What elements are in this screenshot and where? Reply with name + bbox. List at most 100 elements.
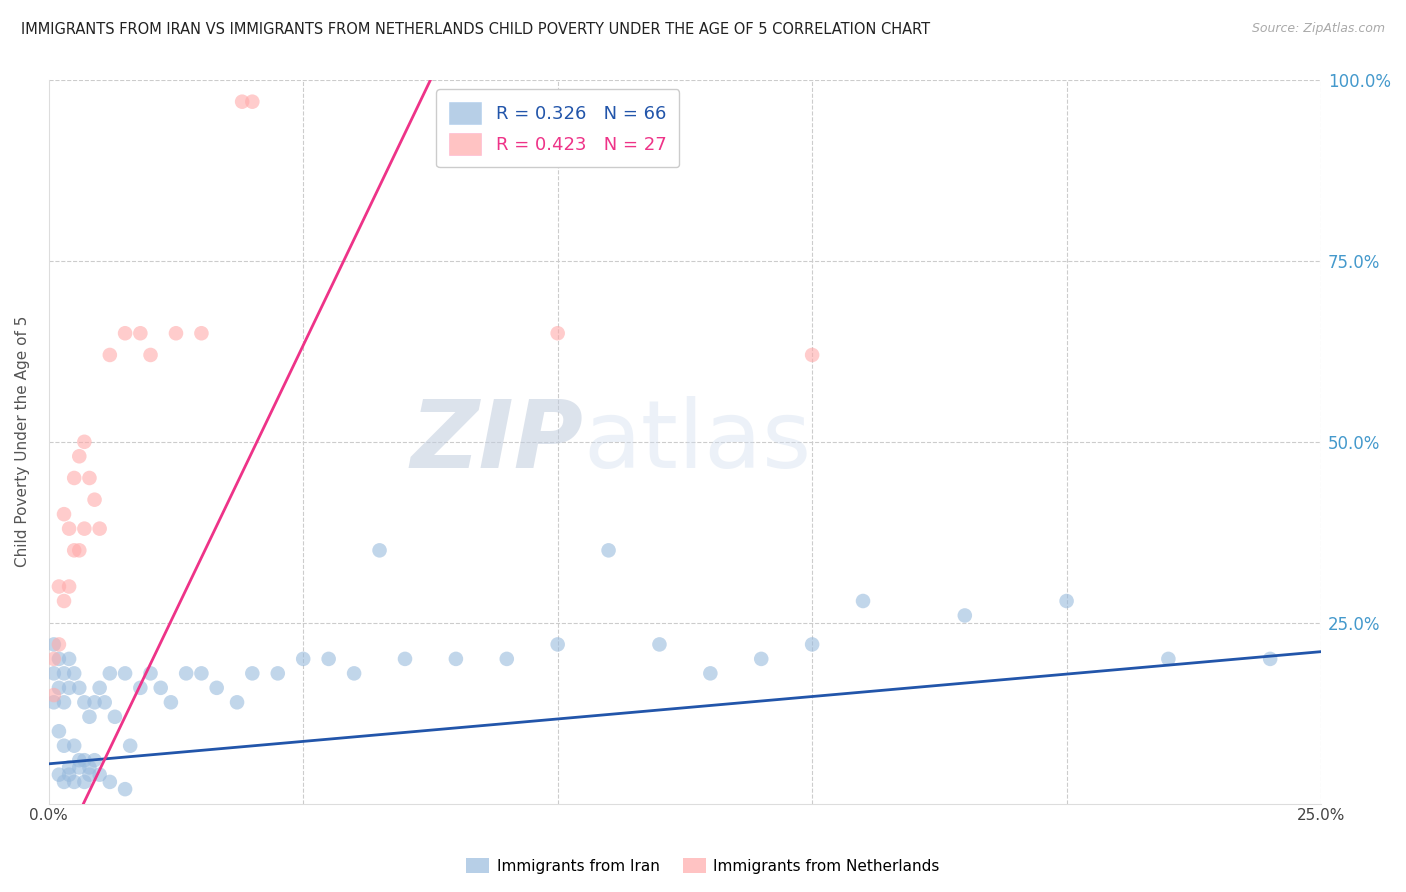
Point xyxy=(139,666,162,681)
Point xyxy=(292,652,315,666)
Point xyxy=(114,666,136,681)
Point xyxy=(368,543,391,558)
Point xyxy=(53,507,76,521)
Point xyxy=(129,326,152,341)
Point xyxy=(53,594,76,608)
Point xyxy=(53,695,76,709)
Point xyxy=(89,522,111,536)
Point xyxy=(165,326,187,341)
Point xyxy=(79,767,101,781)
Point xyxy=(63,775,86,789)
Point xyxy=(114,326,136,341)
Point xyxy=(79,710,101,724)
Point xyxy=(58,522,80,536)
Point xyxy=(1157,652,1180,666)
Point xyxy=(240,95,263,109)
Point xyxy=(547,326,569,341)
Point xyxy=(89,767,111,781)
Point xyxy=(48,637,70,651)
Point xyxy=(1056,594,1078,608)
Point xyxy=(267,666,290,681)
Point xyxy=(174,666,197,681)
Point xyxy=(231,95,253,109)
Point xyxy=(67,543,90,558)
Point xyxy=(83,695,105,709)
Text: atlas: atlas xyxy=(583,396,811,488)
Point xyxy=(190,666,212,681)
Point xyxy=(67,681,90,695)
Text: IMMIGRANTS FROM IRAN VS IMMIGRANTS FROM NETHERLANDS CHILD POVERTY UNDER THE AGE : IMMIGRANTS FROM IRAN VS IMMIGRANTS FROM … xyxy=(21,22,931,37)
Point xyxy=(598,543,620,558)
Point xyxy=(801,348,824,362)
Point xyxy=(67,760,90,774)
Point xyxy=(648,637,671,651)
Point xyxy=(1258,652,1281,666)
Text: ZIP: ZIP xyxy=(411,396,583,488)
Point xyxy=(42,652,65,666)
Point xyxy=(63,666,86,681)
Point xyxy=(67,450,90,464)
Point xyxy=(48,580,70,594)
Point xyxy=(58,580,80,594)
Legend: R = 0.326   N = 66, R = 0.423   N = 27: R = 0.326 N = 66, R = 0.423 N = 27 xyxy=(436,89,679,168)
Point xyxy=(73,434,96,449)
Point xyxy=(749,652,772,666)
Point xyxy=(149,681,172,695)
Point xyxy=(63,739,86,753)
Point xyxy=(63,471,86,485)
Point xyxy=(104,710,127,724)
Point xyxy=(240,666,263,681)
Point xyxy=(42,666,65,681)
Point xyxy=(83,492,105,507)
Point xyxy=(205,681,228,695)
Point xyxy=(129,681,152,695)
Point xyxy=(120,739,142,753)
Point xyxy=(93,695,115,709)
Point xyxy=(343,666,366,681)
Point xyxy=(73,522,96,536)
Point xyxy=(852,594,875,608)
Point xyxy=(190,326,212,341)
Point xyxy=(53,666,76,681)
Point xyxy=(801,637,824,651)
Point xyxy=(63,543,86,558)
Point xyxy=(98,348,121,362)
Point xyxy=(226,695,249,709)
Point xyxy=(42,688,65,702)
Point xyxy=(79,471,101,485)
Point xyxy=(160,695,183,709)
Point xyxy=(89,681,111,695)
Point xyxy=(98,666,121,681)
Point xyxy=(73,695,96,709)
Point xyxy=(114,782,136,797)
Point xyxy=(48,767,70,781)
Point xyxy=(58,652,80,666)
Point xyxy=(318,652,340,666)
Point xyxy=(73,753,96,767)
Point xyxy=(58,760,80,774)
Y-axis label: Child Poverty Under the Age of 5: Child Poverty Under the Age of 5 xyxy=(15,316,30,567)
Point xyxy=(58,681,80,695)
Point xyxy=(58,767,80,781)
Point xyxy=(48,681,70,695)
Point xyxy=(394,652,416,666)
Point xyxy=(67,753,90,767)
Point xyxy=(53,775,76,789)
Point xyxy=(42,637,65,651)
Point xyxy=(953,608,976,623)
Point xyxy=(48,724,70,739)
Point xyxy=(139,348,162,362)
Point xyxy=(48,652,70,666)
Point xyxy=(73,775,96,789)
Point xyxy=(83,753,105,767)
Point xyxy=(42,695,65,709)
Point xyxy=(53,739,76,753)
Point xyxy=(444,652,467,666)
Point xyxy=(547,637,569,651)
Point xyxy=(495,652,517,666)
Point xyxy=(98,775,121,789)
Legend: Immigrants from Iran, Immigrants from Netherlands: Immigrants from Iran, Immigrants from Ne… xyxy=(460,852,946,880)
Text: Source: ZipAtlas.com: Source: ZipAtlas.com xyxy=(1251,22,1385,36)
Point xyxy=(699,666,721,681)
Point xyxy=(79,760,101,774)
